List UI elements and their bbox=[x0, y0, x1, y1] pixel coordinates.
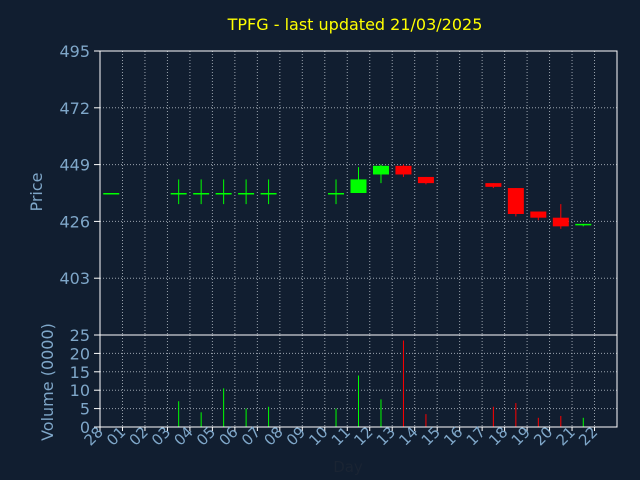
price-axis-label: Price bbox=[27, 172, 46, 211]
candle-body bbox=[193, 193, 210, 195]
volume-tick-label: 0 bbox=[80, 418, 90, 437]
price-tick-label: 449 bbox=[59, 156, 90, 175]
candle-body bbox=[238, 193, 255, 195]
candle-body bbox=[552, 217, 569, 227]
volume-tick-label: 5 bbox=[80, 400, 90, 419]
candle-body bbox=[328, 193, 345, 195]
candle-body bbox=[395, 165, 412, 175]
x-axis-label: Day bbox=[333, 458, 363, 476]
volume-bars bbox=[178, 340, 584, 427]
volume-plot-frame bbox=[99, 334, 618, 428]
candles bbox=[103, 164, 592, 229]
volume-tick-label: 25 bbox=[70, 326, 90, 345]
candle-body bbox=[350, 179, 367, 193]
price-tick-label: 472 bbox=[59, 99, 90, 118]
candle-body bbox=[417, 176, 434, 184]
volume-tick-label: 20 bbox=[70, 344, 90, 363]
price-tick-labels: 403 426 449 472 495 bbox=[59, 42, 100, 288]
candle-body bbox=[575, 223, 592, 226]
volume-axis-label: Volume (0000) bbox=[38, 323, 57, 441]
price-tick-label: 495 bbox=[59, 42, 90, 61]
candle-body bbox=[507, 188, 524, 214]
candle-body bbox=[372, 165, 389, 175]
candle-body bbox=[530, 211, 547, 218]
x-tick-labels: 2801020304050607080910111213141516171819… bbox=[81, 423, 602, 449]
candle-body bbox=[215, 193, 232, 195]
price-tick-label: 426 bbox=[59, 212, 90, 231]
volume-tick-label: 15 bbox=[70, 363, 90, 382]
candle-body bbox=[485, 183, 502, 187]
chart-title: TPFG - last updated 21/03/2025 bbox=[227, 15, 483, 34]
candle-body bbox=[170, 193, 187, 195]
candle-body bbox=[103, 193, 120, 195]
price-tick-label: 403 bbox=[59, 269, 90, 288]
candle-body bbox=[260, 193, 277, 195]
volume-tick-label: 10 bbox=[70, 381, 90, 400]
